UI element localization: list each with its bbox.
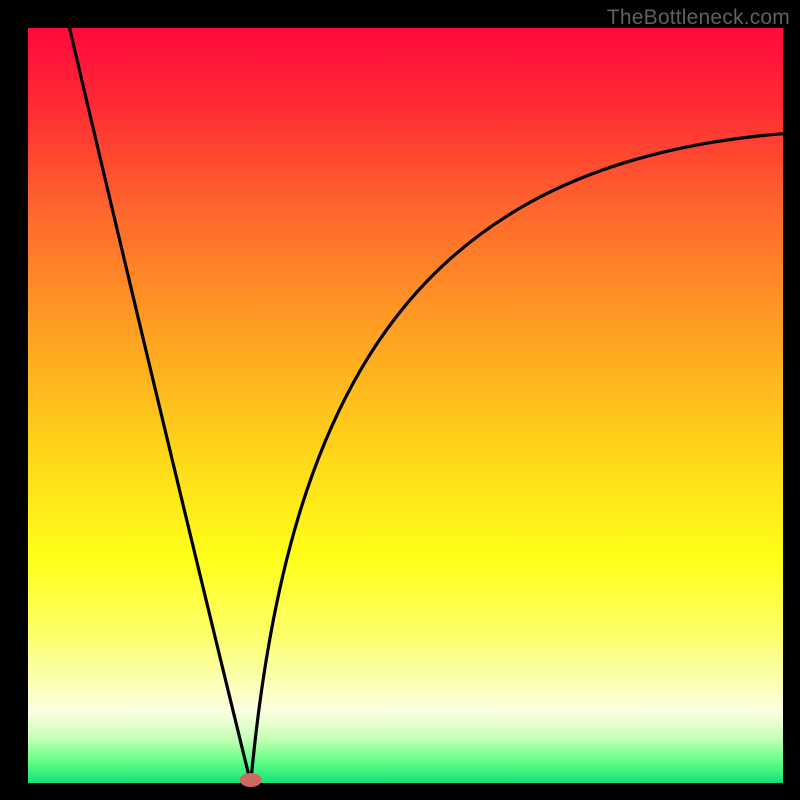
- bottleneck-chart: [0, 0, 800, 800]
- plot-background: [28, 28, 783, 783]
- minimum-marker: [240, 773, 262, 787]
- chart-container: TheBottleneck.com: [0, 0, 800, 800]
- watermark-text: TheBottleneck.com: [607, 6, 790, 30]
